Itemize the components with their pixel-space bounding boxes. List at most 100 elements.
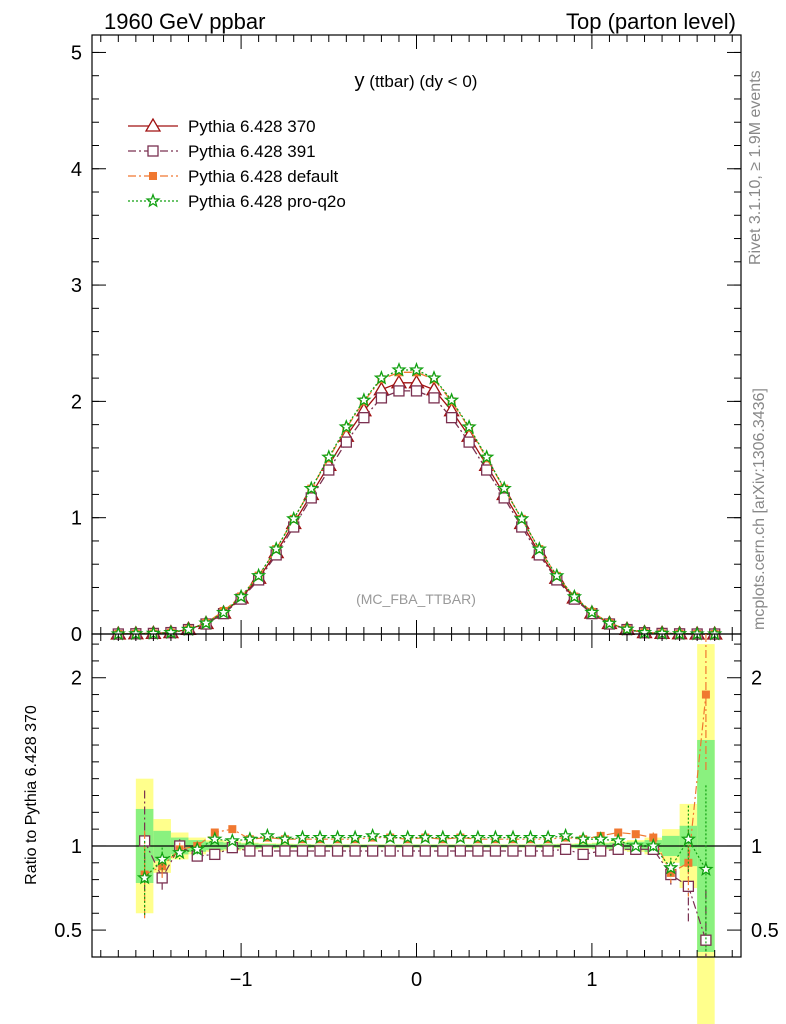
ratio-point [631,830,640,839]
ratio-point [209,848,221,861]
y-tick-label: 1 [71,508,82,530]
ratio-point [331,845,344,857]
watermark: (MC_FBA_TTBAR) [356,591,476,607]
data-point [601,615,618,630]
ratio-point [649,833,658,842]
data-point [584,604,600,619]
ratio-point [242,831,258,846]
ratio-point [384,845,396,857]
ratio-point [505,829,521,845]
legend-label: Pythia 6.428 370 [188,117,316,136]
ratio-point [224,832,240,848]
ratio-point [522,829,539,845]
ratio-point [312,829,328,845]
ratio-point [365,827,381,843]
header-right: Top (parton level) [566,9,736,34]
ratio-point [614,828,623,837]
ratio-point [207,831,223,846]
data-point [514,510,530,526]
data-point [323,464,335,476]
x-tick-label: −1 [230,969,253,991]
ratio-point [540,829,556,845]
data-point [481,464,493,476]
ratio-point [663,859,679,875]
data-point [321,449,337,464]
ratio-point [189,841,205,856]
ratio-point [700,934,712,946]
ratio-series-1 [140,634,710,919]
ratio-point [487,829,504,845]
data-point [479,449,495,464]
ratio-point [154,851,170,866]
data-point [286,510,302,526]
ratio-panel: Ratio to Pythia 6.428 370 0.5 0.5 1 1 2 2 −1 0 1 [23,633,779,1024]
ratio-point [366,845,379,857]
data-point [233,588,249,604]
data-point [250,567,267,583]
ratio-point [470,829,486,845]
y-tick-label: 3 [71,275,82,297]
data-point [496,480,512,496]
ratio-point [542,845,554,857]
header-left: 1960 GeV ppbar [104,9,265,34]
ratio-point [437,845,449,857]
data-point [375,392,388,404]
main-panel: y (ttbar) (dy < 0) (MC_FBA_TTBAR) 0 1 2 3 4 5… [71,34,742,646]
data-point [340,436,352,448]
data-point [549,567,565,583]
y-tick-label: 2 [71,391,82,413]
ratio-ylabel: Ratio to Pythia 6.428 370 [23,705,40,885]
ratio-point [158,862,167,871]
data-point [410,385,423,397]
series-3 [110,361,723,641]
ratio-point [645,837,661,853]
ry-tick-label-right: 2 [751,668,762,690]
data-point [566,588,583,604]
ratio-point [666,868,675,877]
legend-marker [147,145,159,157]
y-tick-label: 5 [71,42,82,64]
data-point [393,385,405,397]
data-point [531,541,547,556]
y-tick-label: 4 [71,159,82,181]
ratio-point [610,832,626,848]
ratio-point [593,831,609,846]
data-point [180,621,197,637]
legend-label: Pythia 6.428 pro-q2o [188,192,346,211]
ratio-point [296,845,309,857]
mcplots-label: mcplots.cern.ch [arXiv:1306.3436] [751,388,768,630]
main-title: y (ttbar) (dy < 0) [355,70,478,92]
ratio-series-0 [138,790,712,957]
ry-tick-label: 2 [71,668,82,690]
legend-marker [145,192,161,208]
ratio-point [452,829,468,845]
y-tick-label: 0 [71,624,82,646]
data-point [356,392,372,407]
data-point [391,361,407,377]
ratio-point [329,829,346,845]
data-point [461,418,477,434]
data-point [338,418,354,434]
ratio-point [228,825,237,834]
ratio-point [136,869,153,885]
ratio-point [524,845,537,857]
legend-marker [144,117,162,132]
data-point [463,436,475,448]
x-tick-label: 0 [411,969,422,991]
ratio-series-line [144,694,707,876]
ratio-point [557,827,574,843]
data-point [215,604,232,620]
legend: Pythia 6.428 370 Pythia 6.428 391 Pythia 6… [128,117,346,211]
ratio-point [577,848,589,861]
data-point [303,480,320,496]
ratio-frame [91,633,742,958]
ratio-point [172,844,188,860]
ry-tick-label-right: 1 [751,836,762,858]
ry-tick-label: 1 [71,836,82,858]
ratio-point [347,829,363,845]
ratio-point [279,845,291,857]
legend-label: Pythia 6.428 391 [188,142,316,161]
data-point [198,615,214,630]
ratio-point [294,829,311,845]
ratio-point [402,845,414,857]
